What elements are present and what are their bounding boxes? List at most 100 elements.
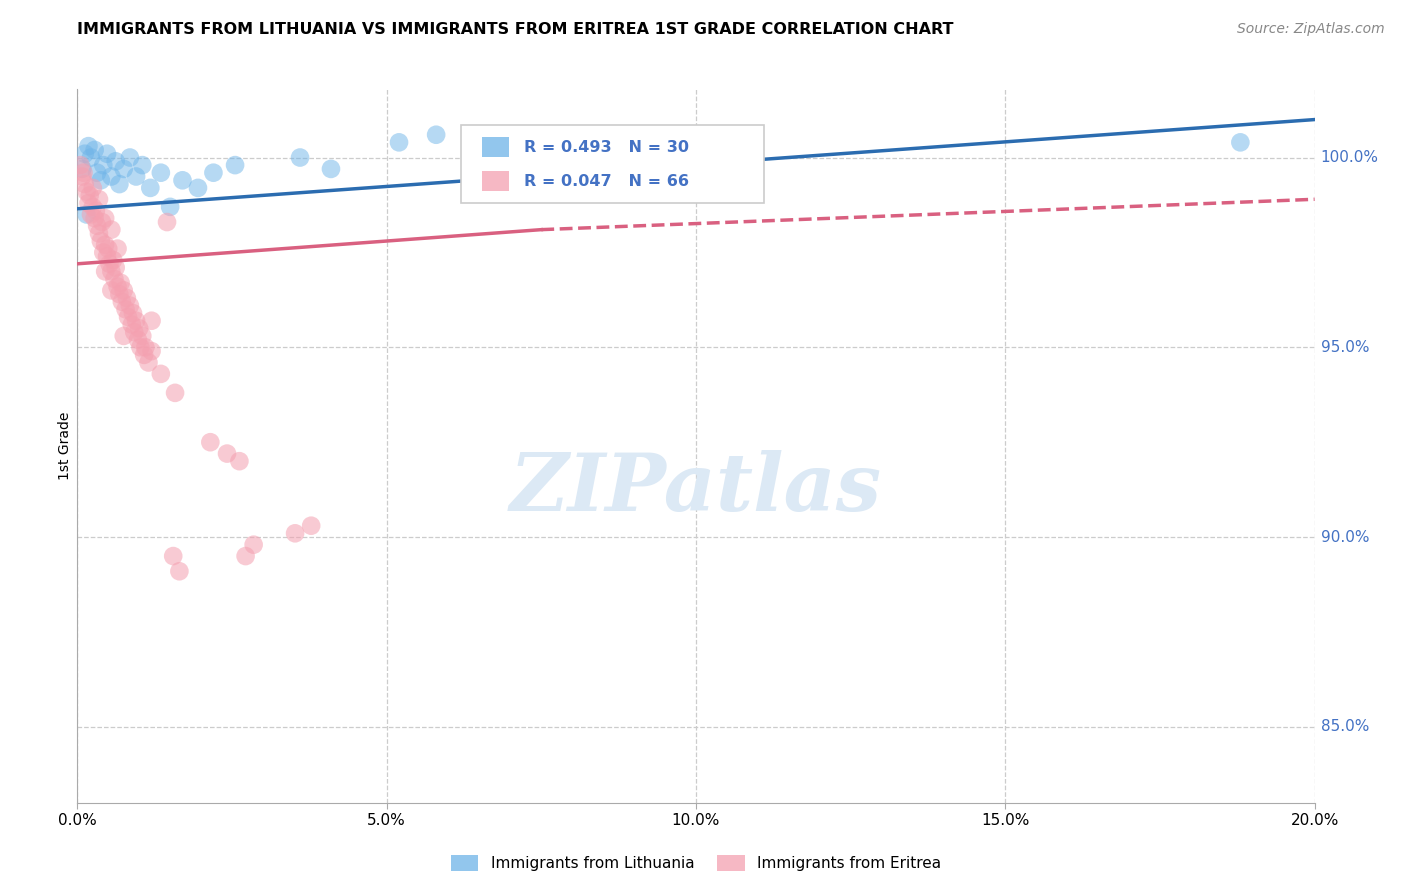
Point (127, 333, 149, 347)
Point (134, 340, 156, 354)
Point (69, 158, 91, 172)
Point (84, 203, 107, 218)
Point (242, 538, 264, 552)
Point (72, 166, 94, 180)
Point (118, 299, 141, 313)
Point (122, 325, 145, 339)
Point (122, 306, 145, 320)
Point (79, 188, 101, 202)
Point (112, 161, 135, 176)
Text: R = 0.047   N = 66: R = 0.047 N = 66 (524, 174, 689, 189)
Point (86, 166, 108, 180)
Point (82, 181, 104, 195)
Point (94, 211, 117, 226)
Point (115, 291, 138, 305)
Point (169, 564, 191, 578)
Point (128, 321, 150, 335)
Point (388, 136, 411, 150)
Legend: Immigrants from Lithuania, Immigrants from Eritrea: Immigrants from Lithuania, Immigrants fr… (444, 849, 948, 877)
Point (100, 222, 122, 236)
Point (91, 215, 114, 229)
Point (104, 154, 127, 169)
Point (284, 526, 307, 541)
Point (90, 173, 112, 187)
Point (125, 314, 148, 328)
Point (73, 177, 96, 191)
Text: 100.0%: 100.0% (1320, 150, 1379, 165)
Point (91, 245, 114, 260)
Point (83, 211, 105, 226)
Point (235, 549, 257, 563)
Point (103, 252, 125, 267)
FancyBboxPatch shape (461, 125, 763, 203)
Point (76, 207, 98, 221)
Point (100, 284, 122, 298)
Point (111, 294, 134, 309)
Point (172, 173, 194, 187)
Text: ZIPatlas: ZIPatlas (510, 450, 882, 527)
Point (425, 128, 447, 142)
Point (73, 146, 96, 161)
Point (1229, 136, 1251, 150)
Bar (482, 171, 509, 191)
Point (91, 158, 114, 172)
Y-axis label: 1st Grade: 1st Grade (58, 412, 72, 480)
Point (94, 264, 117, 278)
Point (96, 249, 118, 263)
Point (80, 207, 103, 221)
Point (159, 200, 181, 214)
Point (100, 169, 122, 184)
Point (97, 242, 120, 256)
Point (162, 549, 184, 563)
Point (149, 166, 172, 180)
Point (80, 151, 103, 165)
Bar (482, 137, 509, 157)
Point (87, 192, 110, 206)
Point (112, 329, 135, 343)
Point (108, 177, 131, 191)
Text: 85.0%: 85.0% (1320, 719, 1369, 734)
Point (134, 348, 156, 362)
Text: 95.0%: 95.0% (1320, 340, 1369, 355)
Text: IMMIGRANTS FROM LITHUANIA VS IMMIGRANTS FROM ERITREA 1ST GRADE CORRELATION CHART: IMMIGRANTS FROM LITHUANIA VS IMMIGRANTS … (77, 22, 953, 37)
Point (165, 385, 187, 400)
Point (72, 161, 94, 176)
Point (77, 139, 100, 153)
Text: Source: ZipAtlas.com: Source: ZipAtlas.com (1237, 22, 1385, 37)
Point (224, 158, 246, 172)
Point (117, 310, 139, 324)
Point (98, 257, 121, 271)
Point (87, 227, 110, 241)
Point (129, 340, 152, 354)
Point (86, 219, 108, 233)
Point (299, 518, 322, 533)
Point (118, 151, 141, 165)
Point (104, 260, 127, 275)
Point (141, 344, 163, 359)
Point (103, 272, 125, 286)
Point (156, 215, 179, 229)
Point (107, 279, 129, 293)
Point (141, 314, 163, 328)
Point (131, 158, 153, 172)
Point (319, 161, 342, 176)
Point (72, 169, 94, 184)
Point (138, 355, 160, 369)
Point (131, 329, 153, 343)
Point (76, 185, 98, 199)
Point (83, 143, 105, 157)
Text: R = 0.493   N = 30: R = 0.493 N = 30 (524, 139, 689, 154)
Point (77, 196, 100, 211)
Point (110, 276, 132, 290)
Point (202, 166, 225, 180)
Point (114, 302, 136, 317)
Point (100, 264, 122, 278)
Point (228, 454, 250, 468)
Point (82, 200, 104, 214)
Point (90, 234, 112, 248)
Point (112, 284, 135, 298)
Point (125, 169, 148, 184)
Point (139, 181, 162, 195)
Point (215, 447, 238, 461)
Point (288, 151, 311, 165)
